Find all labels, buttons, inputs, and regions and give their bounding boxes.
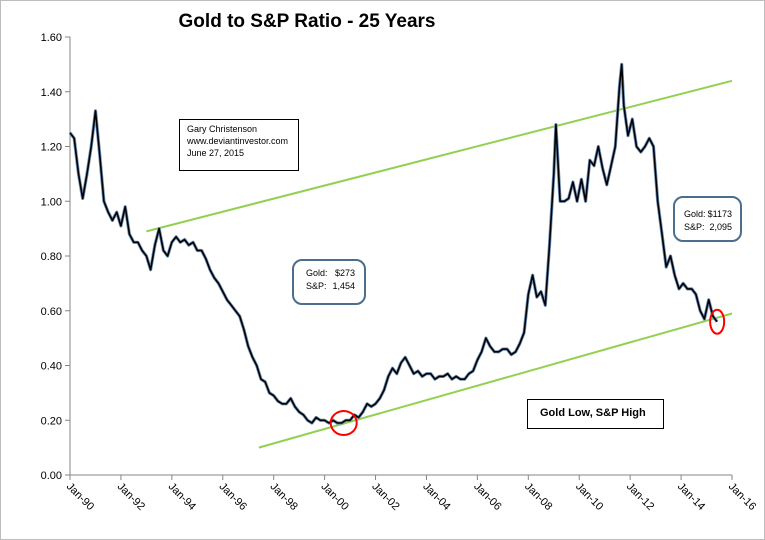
y-tick-label: 1.20 <box>41 142 62 154</box>
gold-value: $273 <box>334 268 355 278</box>
x-tick-label: Jan-92 <box>115 481 147 513</box>
y-tick-label: 0.00 <box>41 470 62 482</box>
x-tick-label: Jan-14 <box>675 481 707 513</box>
sp-value: 2,095 <box>709 222 732 232</box>
gold-low-callout: Gold: $273 S&P: 1,454 <box>292 259 366 305</box>
y-tick-label: 1.40 <box>41 87 62 99</box>
x-tick-label: Jan-08 <box>522 481 554 513</box>
x-tick-label: Jan-94 <box>166 481 198 513</box>
gold-high-callout: Gold: $1173 S&P: 2,095 <box>673 196 742 242</box>
highlight-circle <box>709 308 726 335</box>
y-tick-label: 0.60 <box>41 306 62 318</box>
x-tick-label: Jan-90 <box>64 481 96 513</box>
x-tick-label: Jan-04 <box>420 481 452 513</box>
y-tick-label: 1.60 <box>41 32 62 44</box>
sp-label: S&P: <box>306 281 327 291</box>
y-tick-label: 0.80 <box>41 251 62 263</box>
gold-sp-ratio-line <box>69 63 718 424</box>
gold-label: Gold: <box>684 209 706 219</box>
x-tick-label: Jan-10 <box>573 481 605 513</box>
gold-value: $1173 <box>707 209 732 219</box>
y-tick-label: 0.40 <box>41 361 62 373</box>
sp-label: S&P: <box>684 222 705 232</box>
gold-low-sp-high-note: Gold Low, S&P High <box>527 399 664 429</box>
y-tick-label: 0.20 <box>41 415 62 427</box>
x-tick-label: Jan-12 <box>624 481 656 513</box>
x-tick-label: Jan-96 <box>217 481 249 513</box>
highlight-circle <box>329 409 358 436</box>
x-tick-label: Jan-00 <box>318 481 350 513</box>
trendline <box>146 79 733 233</box>
x-tick-label: Jan-06 <box>471 481 503 513</box>
author-website: www.deviantinvestor.com <box>187 136 289 146</box>
author-date: June 27, 2015 <box>187 148 245 158</box>
y-tick-label: 1.00 <box>41 196 62 208</box>
chart-title: Gold to S&P Ratio - 25 Years <box>178 11 436 32</box>
author-note: Gary Christenson www.deviantinvestor.com… <box>179 119 299 171</box>
x-tick-label: Jan-02 <box>369 481 401 513</box>
x-tick-label: Jan-16 <box>726 481 758 513</box>
gold-label: Gold: <box>306 268 328 278</box>
sp-value: 1,454 <box>332 281 355 291</box>
trendline <box>258 312 733 449</box>
author-name: Gary Christenson <box>187 124 258 134</box>
x-tick-label: Jan-98 <box>268 481 300 513</box>
